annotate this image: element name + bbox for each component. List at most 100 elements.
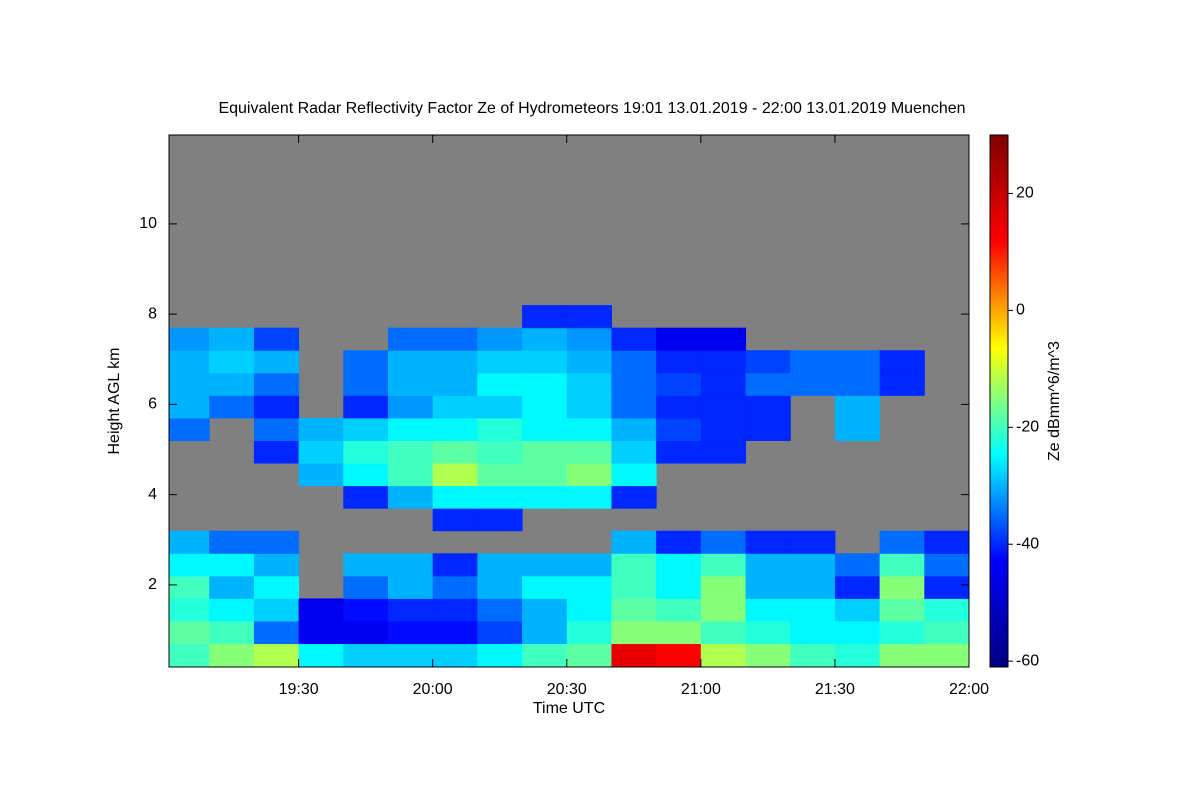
heat-cell [209, 553, 255, 577]
heat-cell [834, 643, 881, 667]
heat-cell [745, 598, 791, 622]
heat-cell [387, 417, 434, 441]
heat-cell [343, 395, 389, 419]
heat-cell [253, 643, 300, 667]
heat-cell [387, 372, 434, 396]
x-tick-label: 21:30 [815, 681, 855, 698]
heat-cell [611, 553, 657, 577]
heat-cell [477, 598, 523, 622]
chart-title: Equivalent Radar Reflectivity Factor Ze … [218, 100, 965, 117]
heat-cell [566, 417, 612, 441]
heat-cell [522, 305, 568, 329]
heat-cell [566, 350, 612, 374]
heat-cell [566, 620, 612, 645]
x-tick-label: 22:00 [949, 681, 989, 698]
heat-cell [656, 327, 702, 351]
heat-cell [253, 575, 300, 599]
heat-cell [169, 643, 210, 667]
heat-cell [298, 440, 344, 464]
heat-cell [790, 350, 836, 374]
heat-cell [253, 417, 300, 441]
heat-cell [790, 575, 836, 599]
heat-cell [656, 530, 702, 554]
heat-cell [656, 395, 702, 419]
heat-cell [477, 350, 523, 374]
heat-cell [522, 327, 568, 351]
heat-cell [611, 485, 657, 509]
heat-cell [611, 530, 657, 554]
x-axis-label: Time UTC [533, 700, 605, 717]
colorbar-tick-label: -40 [1016, 535, 1039, 552]
heat-cell [745, 553, 791, 577]
heat-cell [387, 575, 434, 599]
heat-cell [834, 553, 881, 577]
heat-cell [790, 530, 836, 554]
heat-cell [656, 620, 702, 645]
heat-cell [522, 417, 568, 441]
heat-cell [387, 553, 434, 577]
heat-cell [387, 440, 434, 464]
colorbar [989, 134, 1009, 668]
heat-cell [611, 327, 657, 351]
heat-cell [522, 485, 568, 509]
heat-cell [566, 553, 612, 577]
heat-cell [432, 350, 478, 374]
heat-cell [924, 553, 970, 577]
heat-cell [387, 395, 434, 419]
heat-cell [343, 417, 389, 441]
heat-cell [566, 598, 612, 622]
heat-cell [566, 575, 612, 599]
heat-cell [253, 620, 300, 645]
heat-cell [343, 485, 389, 509]
heat-cell [477, 643, 523, 667]
heat-cell [343, 598, 389, 622]
heat-cell [611, 372, 657, 396]
heat-cell [924, 620, 970, 645]
y-tick-label: 2 [148, 576, 157, 593]
heat-cell [298, 620, 344, 645]
heat-cell [343, 372, 389, 396]
heat-cell [387, 485, 434, 509]
heat-cell [522, 395, 568, 419]
heat-cell [477, 372, 523, 396]
heat-cell [432, 620, 478, 645]
heat-cell [387, 463, 434, 487]
heat-cell [522, 350, 568, 374]
heat-cell [700, 598, 747, 622]
heat-cell [432, 372, 478, 396]
heat-cell [834, 417, 881, 441]
heat-cell [611, 575, 657, 599]
heat-cell [477, 485, 523, 509]
heat-cell [834, 395, 881, 419]
heat-cell [834, 372, 881, 396]
heat-cell [879, 350, 925, 374]
heat-cell [169, 620, 210, 645]
heat-cell [700, 372, 747, 396]
heat-cell [924, 643, 970, 667]
heat-cell [522, 598, 568, 622]
heat-cell [477, 620, 523, 645]
heat-cell [169, 395, 210, 419]
heat-cell [611, 417, 657, 441]
heat-cell [700, 327, 747, 351]
heat-cell [387, 620, 434, 645]
heat-cell [387, 327, 434, 351]
heat-cell [169, 350, 210, 374]
heat-cell [745, 372, 791, 396]
heat-cell [566, 305, 612, 329]
heat-cell [253, 395, 300, 419]
heat-cell [209, 620, 255, 645]
colorbar-tick-label: -60 [1016, 652, 1039, 669]
colorbar-label: Ze dBmm^6/m^3 [1046, 341, 1063, 461]
heat-cell [611, 395, 657, 419]
colorbar-tick-label: -20 [1016, 419, 1039, 436]
heat-cell [477, 553, 523, 577]
heat-cell [343, 620, 389, 645]
heat-cell [169, 575, 210, 599]
colorbar-tick-label: 0 [1016, 302, 1025, 319]
heat-cell [253, 372, 300, 396]
x-tick-label: 20:30 [547, 681, 587, 698]
heat-cell [522, 553, 568, 577]
heat-cell [169, 530, 210, 554]
